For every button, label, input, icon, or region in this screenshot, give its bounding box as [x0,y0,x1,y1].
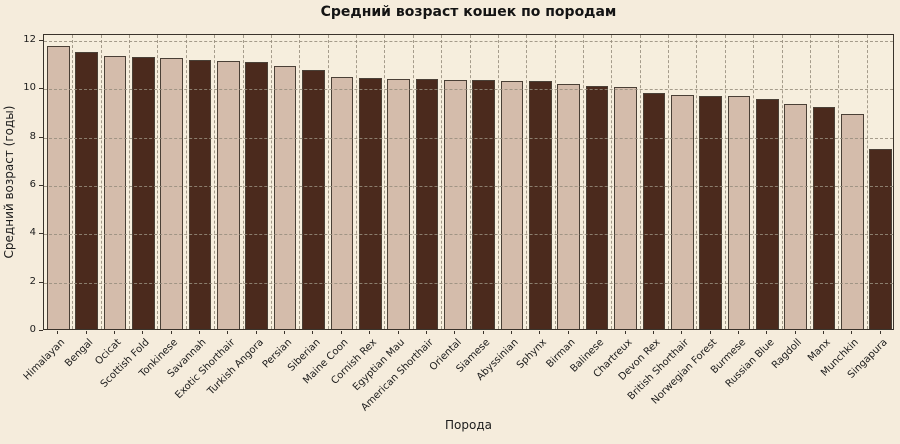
x-tick-mark [425,331,427,334]
bar-american-shorthair [415,78,439,329]
bar-cornish-rex [358,77,382,329]
x-tick-mark [142,331,144,334]
x-axis-label: Порода [445,418,492,432]
x-tick-mark [170,331,172,334]
bar-manx [812,106,836,329]
bar-siamese [472,80,496,329]
x-tick-mark [397,331,399,334]
y-tick-label: 12 [23,34,36,46]
bar-tonkinese [160,58,183,329]
x-tick-label: Sphynx [515,337,550,372]
bar-maine-coon [330,76,354,329]
y-tick-mark [39,136,43,138]
x-tick-mark [539,331,541,334]
y-tick-mark [39,40,43,42]
bar-singapura [869,148,893,329]
x-tick-mark [681,331,683,334]
y-axis-label: Средний возраст (годы) [2,105,16,259]
bar-chartreux [614,87,637,329]
x-tick-mark [879,331,881,334]
x-tick-mark [624,331,626,334]
x-tick-mark [737,331,739,334]
x-tick-mark [851,331,853,334]
x-tick-mark [340,331,342,334]
chart-title: Средний возраст кошек по породам [320,4,617,20]
x-tick-label: Himalayan [21,337,67,383]
x-tick-mark [794,331,796,334]
x-tick-mark [511,331,513,334]
x-tick-label: Ragdoll [770,337,805,372]
bar-himalayan [46,46,70,329]
x-tick-mark [255,331,257,334]
y-tick-label: 10 [23,82,36,94]
bar-burmese [727,95,751,329]
bar-siberian [302,70,325,329]
x-tick-mark [199,331,201,334]
y-tick-mark [39,185,43,187]
x-tick-mark [113,331,115,334]
bar-ocicat [103,55,127,329]
x-tick-mark [227,331,229,334]
bar-persian [273,65,297,329]
x-tick-mark [823,331,825,334]
bar-munchkin [841,113,864,329]
y-tick-mark [39,233,43,235]
x-tick-mark [482,331,484,334]
bar-russian-blue [756,99,779,329]
plot-area [43,34,894,330]
bar-norwegian-forest [699,95,722,329]
bar-devon-rex [642,93,666,329]
x-tick-mark [709,331,711,334]
bar-turkish-angora [245,62,269,329]
bar-savannah [188,59,212,329]
bars-layer [44,35,893,329]
bar-birman [557,83,581,329]
x-tick-label: Bengal [63,337,96,370]
x-tick-mark [369,331,371,334]
bar-british-shorthair [670,94,694,329]
y-tick-mark [39,88,43,90]
y-tick-label: 4 [29,227,36,239]
x-tick-mark [454,331,456,334]
bar-oriental [443,80,467,329]
y-tick-label: 0 [29,324,36,335]
y-tick-label: 2 [29,275,36,287]
y-tick-mark [39,281,43,283]
y-tick-label: 6 [29,179,36,191]
x-tick-mark [312,331,314,334]
x-tick-mark [284,331,286,334]
x-tick-mark [57,331,59,334]
bar-bengal [75,52,98,329]
bar-abyssinian [500,81,524,329]
y-tick-label: 8 [29,130,36,142]
bar-ragdoll [784,104,808,329]
bar-egyptian-mau [387,78,410,329]
x-tick-mark [766,331,768,334]
x-tick-mark [652,331,654,334]
y-tick-mark [39,330,43,331]
bar-sphynx [529,81,552,329]
bar-exotic-shorthair [217,60,240,329]
x-tick-mark [85,331,87,334]
bar-scottish-fold [131,57,155,329]
bar-balinese [585,86,609,329]
x-tick-mark [596,331,598,334]
x-tick-mark [567,331,569,334]
